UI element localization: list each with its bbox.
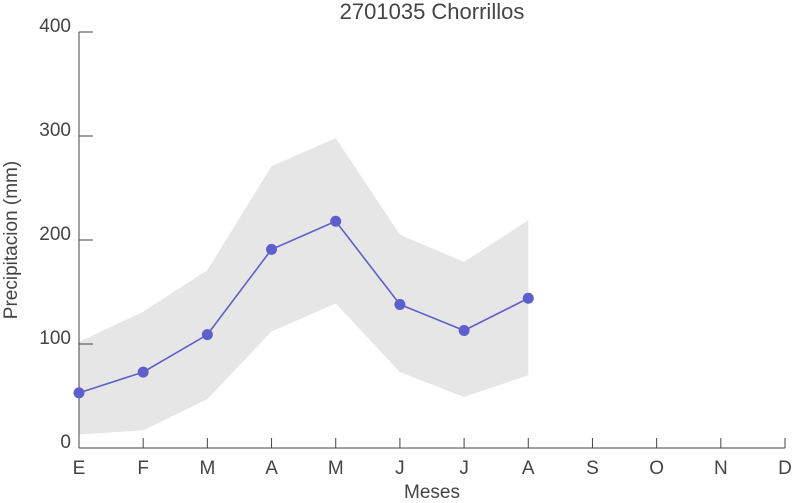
data-point bbox=[137, 366, 149, 378]
y-tick-label: 300 bbox=[39, 120, 71, 141]
data-point bbox=[330, 215, 342, 227]
data-point bbox=[458, 324, 470, 336]
x-tick-label: D bbox=[778, 458, 792, 479]
x-axis-label: Meses bbox=[404, 482, 460, 503]
data-point bbox=[394, 298, 406, 310]
x-tick-label: A bbox=[522, 458, 535, 479]
y-tick-label: 200 bbox=[39, 224, 71, 245]
y-tick-label: 0 bbox=[60, 432, 71, 453]
y-axis-label: Precipitacion (mm) bbox=[1, 161, 22, 319]
x-tick-label: E bbox=[73, 458, 86, 479]
x-tick-label: O bbox=[649, 458, 664, 479]
chart-title: 2701035 Chorrillos bbox=[340, 0, 525, 24]
data-point bbox=[522, 292, 534, 304]
y-tick-label: 400 bbox=[39, 16, 71, 37]
data-line bbox=[78, 220, 529, 394]
data-point bbox=[73, 387, 85, 399]
x-tick-label: J bbox=[459, 458, 469, 479]
x-tick-label: M bbox=[199, 458, 215, 479]
range-band bbox=[79, 138, 529, 435]
data-point bbox=[201, 329, 213, 341]
x-tick-label: F bbox=[137, 458, 149, 479]
x-tick-label: A bbox=[265, 458, 278, 479]
x-tick-label: S bbox=[586, 458, 599, 479]
y-tick-label: 100 bbox=[39, 328, 71, 349]
data-point bbox=[266, 243, 278, 255]
x-tick-label: J bbox=[395, 458, 405, 479]
x-tick-label: M bbox=[328, 458, 344, 479]
x-tick-label: N bbox=[714, 458, 728, 479]
